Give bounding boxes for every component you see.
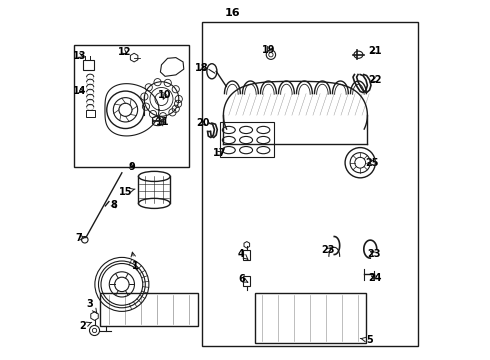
Text: 9: 9 [128, 162, 135, 172]
Text: 18: 18 [195, 63, 209, 73]
Bar [86, 110, 95, 117]
Text: 6: 6 [238, 274, 248, 284]
Text: 25: 25 [365, 158, 378, 168]
Bar [100, 293, 198, 326]
Text: 15: 15 [119, 186, 135, 197]
Text: 10: 10 [158, 90, 172, 100]
Text: 24: 24 [368, 273, 382, 283]
Bar [74, 45, 189, 167]
Text: 16: 16 [224, 8, 240, 18]
Text: 20: 20 [196, 118, 209, 128]
Bar [243, 276, 250, 286]
Text: 7: 7 [75, 233, 85, 243]
Text: 8: 8 [110, 200, 117, 210]
Text: 14: 14 [74, 86, 87, 96]
Bar [255, 293, 366, 343]
Text: 22: 22 [368, 75, 382, 85]
Bar [220, 122, 274, 157]
Bar [83, 60, 94, 70]
Bar [243, 250, 250, 260]
Text: 17: 17 [213, 148, 226, 158]
Text: 3: 3 [87, 299, 97, 313]
Bar [202, 22, 418, 346]
Text: 19: 19 [262, 45, 275, 55]
Text: 11: 11 [155, 117, 169, 127]
Text: 23: 23 [367, 249, 381, 259]
Text: 4: 4 [238, 249, 248, 259]
Text: 13: 13 [74, 51, 87, 61]
Text: 12: 12 [118, 47, 131, 57]
Text: 1: 1 [131, 252, 139, 271]
Text: 23: 23 [321, 245, 335, 255]
Text: 21: 21 [368, 46, 381, 56]
Text: 2: 2 [80, 321, 92, 331]
Text: 5: 5 [360, 335, 372, 345]
